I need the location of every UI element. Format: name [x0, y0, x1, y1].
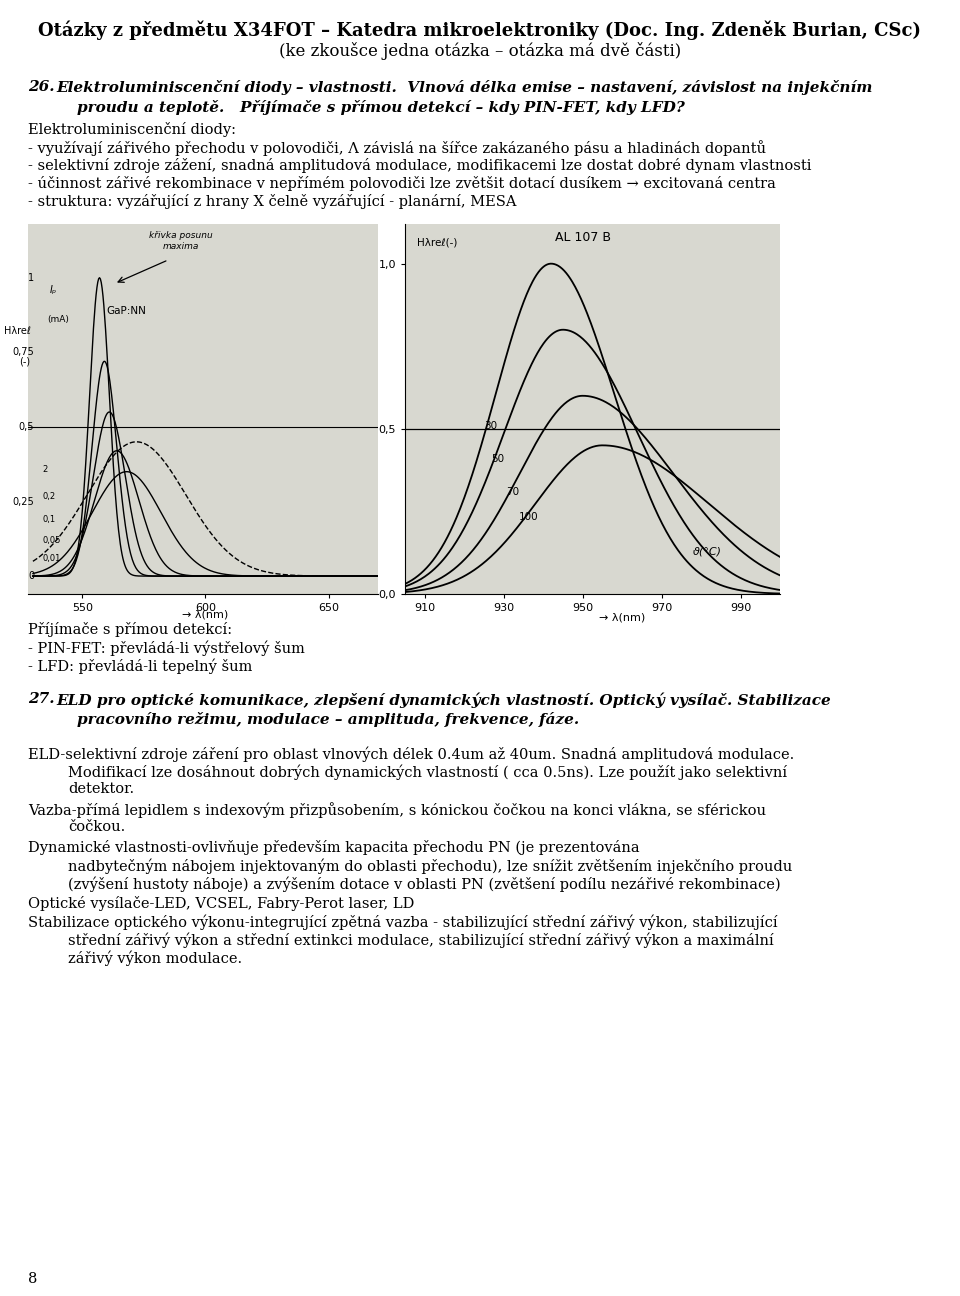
Text: 0,25: 0,25 [12, 496, 35, 507]
Text: čočkou.: čočkou. [68, 820, 125, 835]
Text: Elektroluminiscenční diody:: Elektroluminiscenční diody: [28, 122, 236, 137]
Text: 0: 0 [28, 572, 35, 581]
Text: Vazba-přímá lepidlem s indexovým přizpůsobením, s kónickou čočkou na konci vlákn: Vazba-přímá lepidlem s indexovým přizpůs… [28, 802, 766, 818]
Text: 30: 30 [484, 421, 497, 430]
Text: Dynamické vlastnosti-ovlivňuje především kapacita přechodu PN (je prezentována: Dynamické vlastnosti-ovlivňuje především… [28, 840, 639, 855]
Text: 0,05: 0,05 [43, 537, 61, 546]
Text: 0,2: 0,2 [43, 491, 56, 500]
Text: Optické vysílače-LED, VCSEL, Fabry-Perot laser, LD: Optické vysílače-LED, VCSEL, Fabry-Perot… [28, 896, 415, 911]
Text: detektor.: detektor. [68, 781, 134, 796]
Text: ϑ(°C): ϑ(°C) [693, 547, 722, 556]
Text: (zvýšení hustoty náboje) a zvýšením dotace v oblasti PN (zvětšení podílu nezářiv: (zvýšení hustoty náboje) a zvýšením dota… [68, 876, 780, 892]
Text: pracovního režimu, modulace – amplituda, frekvence, fáze.: pracovního režimu, modulace – amplituda,… [56, 712, 579, 727]
Text: Modifikací lze dosáhnout dobrých dynamických vlastností ( cca 0.5ns). Lze použít: Modifikací lze dosáhnout dobrých dynamic… [68, 765, 787, 779]
Text: 1: 1 [28, 272, 35, 283]
Text: 0,5: 0,5 [18, 422, 35, 432]
Text: 70: 70 [507, 487, 519, 496]
Text: zářivý výkon modulace.: zářivý výkon modulace. [68, 950, 242, 966]
Text: 27.: 27. [28, 692, 55, 706]
Text: (-): (-) [19, 356, 31, 367]
Text: Otázky z předmětu X34FOT – Katedra mikroelektroniky (Doc. Ing. Zdeněk Burian, CS: Otázky z předmětu X34FOT – Katedra mikro… [38, 19, 922, 39]
Text: - účinnost zářivé rekombinace v nepřímém polovodiči lze zvětšit dotací dusíkem →: - účinnost zářivé rekombinace v nepřímém… [28, 176, 776, 191]
Text: 100: 100 [518, 512, 539, 522]
Text: → λ(nm): → λ(nm) [599, 613, 645, 622]
Text: Iₚ: Iₚ [50, 285, 58, 294]
Text: → λ(nm): → λ(nm) [182, 610, 228, 619]
Text: 2: 2 [43, 465, 48, 473]
Text: 0,75: 0,75 [12, 347, 35, 358]
Text: AL 107 B: AL 107 B [555, 231, 611, 244]
Text: křivka posunu
maxima: křivka posunu maxima [149, 232, 213, 251]
Text: 50: 50 [492, 454, 504, 464]
Text: - struktura: vyzářující z hrany X čelně vyzářující - planární, MESA: - struktura: vyzářující z hrany X čelně … [28, 194, 516, 209]
Text: střední zářivý výkon a střední extinkci modulace, stabilizující střední zářivý v: střední zářivý výkon a střední extinkci … [68, 932, 774, 947]
Text: (mA): (mA) [48, 315, 69, 324]
Text: GaP:NN: GaP:NN [107, 306, 147, 315]
Text: ELD pro optické komunikace, zlepšení dynamických vlastností. Optický vysílač. St: ELD pro optické komunikace, zlepšení dyn… [56, 692, 830, 708]
Text: ELD-selektivní zdroje záření pro oblast vlnových délek 0.4um až 40um. Snadná amp: ELD-selektivní zdroje záření pro oblast … [28, 746, 794, 762]
Text: - selektivní zdroje zážení, snadná amplitudová modulace, modifikacemi lze dostat: - selektivní zdroje zážení, snadná ampli… [28, 158, 811, 172]
Text: 0,1: 0,1 [43, 516, 56, 525]
Text: Příjímače s přímou detekcí:: Příjímače s přímou detekcí: [28, 622, 232, 638]
Text: Hλreℓ: Hλreℓ [4, 327, 31, 337]
Text: proudu a teplotě.   Příjímače s přímou detekcí – kdy PIN-FET, kdy LFD?: proudu a teplotě. Příjímače s přímou det… [56, 100, 684, 115]
Text: Stabilizace optického výkonu-integrující zpětná vazba - stabilizující střední zá: Stabilizace optického výkonu-integrující… [28, 914, 778, 929]
Text: - PIN-FET: převládá-li výstřelový šum: - PIN-FET: převládá-li výstřelový šum [28, 640, 305, 656]
Text: (ke zkoušce jedna otázka – otázka má dvě části): (ke zkoušce jedna otázka – otázka má dvě… [278, 41, 682, 60]
Text: 26.: 26. [28, 80, 55, 95]
Text: - LFD: převládá-li tepelný šum: - LFD: převládá-li tepelný šum [28, 658, 252, 674]
Text: 0,01: 0,01 [43, 555, 61, 564]
Text: Hλreℓ(-): Hλreℓ(-) [417, 237, 457, 248]
Text: - využívají zářivého přechodu v polovodiči, Λ závislá na šířce zakázaného pásu a: - využívají zářivého přechodu v polovodi… [28, 140, 766, 156]
Text: 8: 8 [28, 1271, 37, 1286]
Text: Elektroluminiscenční diody – vlastnosti.  Vlnová délka emise – nastavení, závisl: Elektroluminiscenční diody – vlastnosti.… [56, 80, 873, 95]
Text: nadbytečným nábojem injektovaným do oblasti přechodu), lze snížit zvětšením inje: nadbytečným nábojem injektovaným do obla… [68, 858, 792, 874]
